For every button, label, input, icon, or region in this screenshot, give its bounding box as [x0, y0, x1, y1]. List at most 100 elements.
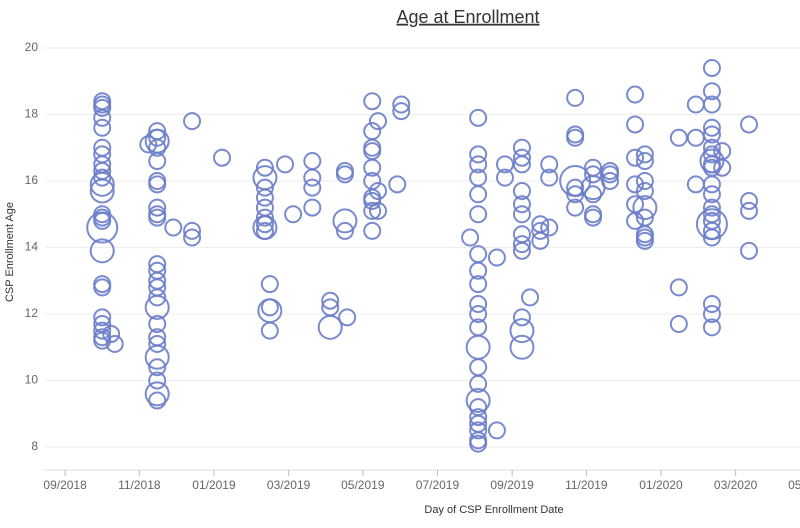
point: [183, 228, 202, 247]
point: [566, 178, 585, 197]
point: [148, 358, 167, 377]
point: [303, 152, 322, 171]
x-tick-label: 07/2019: [416, 478, 460, 492]
point: [338, 308, 357, 327]
point: [635, 181, 654, 200]
point: [686, 95, 705, 114]
x-tick-label: 03/2020: [714, 478, 758, 492]
point: [89, 238, 115, 264]
point: [148, 314, 167, 333]
x-tick-label: 01/2019: [192, 478, 236, 492]
point: [102, 324, 121, 343]
point: [702, 82, 721, 101]
point: [303, 198, 322, 217]
point: [255, 188, 274, 207]
point: [469, 155, 488, 174]
point: [512, 235, 531, 254]
point: [148, 198, 167, 217]
point: [276, 155, 295, 174]
point: [469, 358, 488, 377]
point: [93, 308, 112, 327]
point: [702, 198, 721, 217]
point: [164, 218, 183, 237]
point: [213, 148, 232, 167]
point: [509, 334, 535, 360]
point: [540, 218, 559, 237]
x-tick-label: 05/2020: [788, 478, 800, 492]
point: [255, 221, 274, 240]
point: [465, 387, 491, 413]
point: [512, 241, 531, 260]
point: [626, 85, 645, 104]
point: [148, 208, 167, 227]
point: [635, 231, 654, 250]
point: [388, 175, 407, 194]
point: [487, 248, 506, 267]
point: [702, 175, 721, 194]
chart-title: Age at Enrollment: [396, 7, 539, 27]
point: [148, 288, 167, 307]
point: [469, 205, 488, 224]
point: [363, 92, 382, 111]
point: [635, 172, 654, 191]
x-tick-label: 09/2019: [490, 478, 534, 492]
point: [512, 181, 531, 200]
point: [469, 305, 488, 324]
point: [512, 155, 531, 174]
point: [512, 148, 531, 167]
point: [363, 191, 382, 210]
point: [702, 185, 721, 204]
point: [148, 152, 167, 171]
point: [584, 185, 603, 204]
point: [566, 198, 585, 217]
x-tick-label: 03/2019: [267, 478, 311, 492]
point: [93, 321, 112, 340]
point: [369, 201, 388, 220]
point: [740, 115, 759, 134]
point: [469, 245, 488, 264]
point: [303, 178, 322, 197]
x-tick-label: 05/2019: [341, 478, 385, 492]
point: [93, 108, 112, 127]
point: [369, 181, 388, 200]
point: [363, 158, 382, 177]
point: [469, 145, 488, 164]
point: [260, 275, 279, 294]
point: [635, 145, 654, 164]
point: [148, 138, 167, 157]
point: [144, 344, 170, 370]
point: [183, 221, 202, 240]
point: [702, 125, 721, 144]
point: [740, 241, 759, 260]
point: [469, 295, 488, 314]
point: [465, 334, 491, 360]
point: [260, 321, 279, 340]
x-tick-label: 01/2020: [639, 478, 683, 492]
point: [487, 421, 506, 440]
y-tick-label: 18: [25, 107, 39, 121]
point: [702, 305, 721, 324]
point: [303, 168, 322, 187]
point: [332, 208, 358, 234]
point: [740, 191, 759, 210]
point: [148, 371, 167, 390]
point: [702, 221, 721, 240]
point: [89, 171, 115, 197]
point: [469, 434, 488, 453]
point: [93, 98, 112, 117]
y-tick-label: 10: [25, 373, 39, 387]
point: [635, 152, 654, 171]
point: [669, 314, 688, 333]
point: [512, 205, 531, 224]
point: [540, 168, 559, 187]
point: [702, 228, 721, 247]
point: [540, 155, 559, 174]
y-tick-label: 16: [25, 173, 39, 187]
point: [139, 135, 158, 154]
point: [363, 221, 382, 240]
point: [512, 308, 531, 327]
point: [469, 374, 488, 393]
point: [669, 128, 688, 147]
point: [469, 275, 488, 294]
